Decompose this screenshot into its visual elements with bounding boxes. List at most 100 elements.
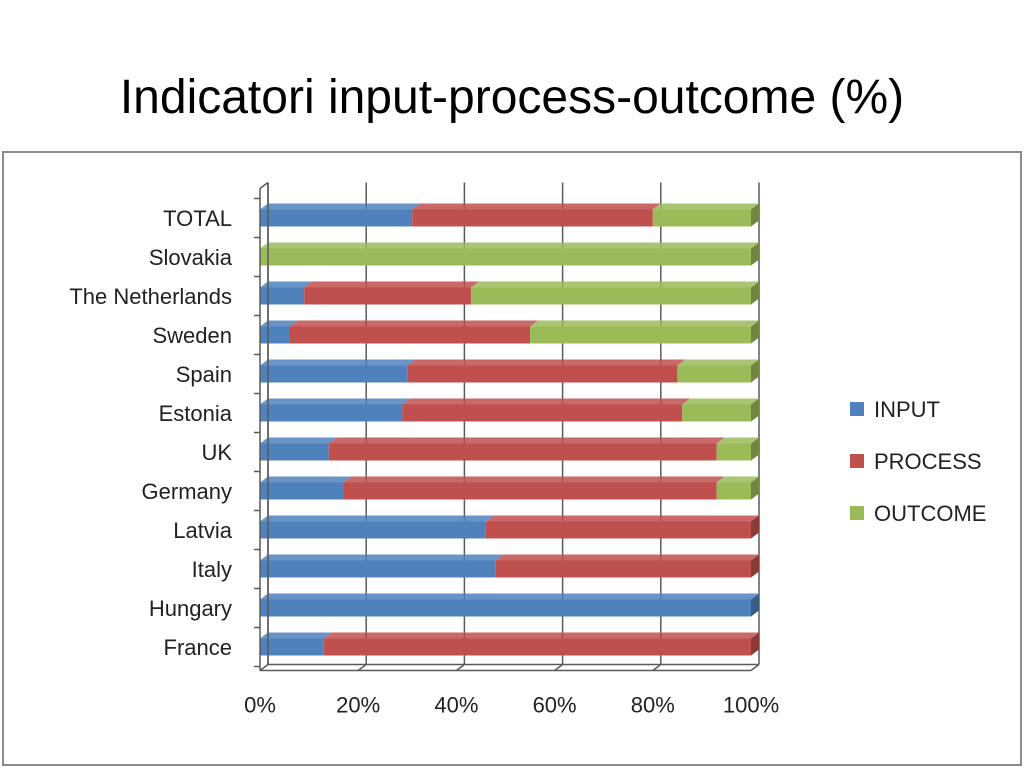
bar-spain-process (407, 359, 686, 383)
x-tick-label-2: 40% (434, 693, 478, 718)
bar-front-face (260, 248, 751, 266)
chart-frame: TOTAL Slovakia The Netherlands Sweden Spain E… (2, 151, 1022, 766)
bar-uk-process (328, 437, 725, 461)
bar-france-process (323, 632, 759, 656)
bar-front-face (677, 365, 751, 383)
legend-swatch-outcome (850, 506, 864, 520)
bar-side-face (751, 554, 759, 578)
y-axis-top-edge (259, 181, 269, 190)
category-label-germany: Germany (142, 479, 232, 504)
bar-front-face (323, 638, 751, 656)
bar-top-face (260, 593, 759, 600)
bar-top-face (260, 398, 411, 405)
bar-front-face (260, 482, 344, 500)
legend-label-input: INPUT (874, 397, 940, 422)
chart-bars (260, 203, 759, 656)
bar-side-face (751, 476, 759, 500)
bar-germany-process (343, 476, 725, 500)
category-label-total: TOTAL (163, 206, 232, 231)
bar-top-face (495, 554, 759, 561)
legend-item-outcome: OUTCOME (850, 501, 986, 526)
category-labels: TOTAL Slovakia The Netherlands Sweden Spain E… (69, 206, 232, 660)
gridline-floor-4 (652, 663, 662, 672)
bar-front-face (304, 287, 472, 305)
bar-sweden-process (289, 320, 539, 344)
gridline-floor-1 (357, 663, 367, 672)
bar-top-face (328, 437, 725, 444)
bar-top-face (260, 320, 298, 327)
bar-side-face (751, 203, 759, 227)
bar-top-face (260, 281, 313, 288)
bar-front-face (289, 326, 531, 344)
bar-front-face (530, 326, 751, 344)
bar-top-face (485, 515, 759, 522)
x-tick-label-3: 60% (533, 693, 577, 718)
legend-label-process: PROCESS (874, 449, 982, 474)
chart-legend: INPUT PROCESS OUTCOME (850, 397, 986, 526)
bar-front-face (328, 443, 717, 461)
bar-top-face (260, 476, 352, 483)
bar-estonia-outcome (682, 398, 759, 422)
bar-top-face (323, 632, 759, 639)
bar-front-face (260, 521, 486, 539)
bar-germany-input (260, 476, 352, 500)
category-label-hungary: Hungary (149, 596, 232, 621)
bar-top-face (260, 554, 504, 561)
bar-front-face (260, 404, 403, 422)
bar-estonia-input (260, 398, 411, 422)
bar-top-face (716, 437, 759, 444)
gridline-floor-0 (259, 663, 269, 672)
bar-front-face (260, 599, 751, 617)
bar-top-face (402, 398, 691, 405)
chart-axes (254, 181, 759, 672)
x-tick-labels: 0% 20% 40% 60% 80% 100% (244, 693, 779, 718)
bar-top-face (260, 203, 421, 210)
x-tick-label-4: 80% (631, 693, 675, 718)
bar-italy-input (260, 554, 504, 578)
bar-front-face (652, 209, 751, 227)
bar-front-face (682, 404, 751, 422)
category-label-the-netherlands: The Netherlands (69, 284, 232, 309)
bar-side-face (751, 320, 759, 344)
bar-front-face (485, 521, 751, 539)
bar-front-face (260, 209, 413, 227)
bar-side-face (751, 515, 759, 539)
bar-top-face (677, 359, 759, 366)
bar-front-face (495, 560, 751, 578)
bar-front-face (260, 560, 496, 578)
bar-top-face (260, 437, 337, 444)
bar-top-face (260, 515, 494, 522)
bar-side-face (751, 359, 759, 383)
bar-front-face (343, 482, 717, 500)
category-label-estonia: Estonia (159, 401, 233, 426)
gridline-floor-5 (750, 663, 760, 672)
bar-side-face (751, 437, 759, 461)
bar-top-face (407, 359, 686, 366)
bar-top-face (716, 476, 759, 483)
legend-label-outcome: OUTCOME (874, 501, 986, 526)
bar-total-outcome (652, 203, 759, 227)
bar-front-face (260, 638, 324, 656)
category-label-latvia: Latvia (173, 518, 232, 543)
bar-front-face (260, 326, 290, 344)
bar-front-face (260, 365, 408, 383)
stacked-bar-chart: TOTAL Slovakia The Netherlands Sweden Spain E… (69, 181, 986, 718)
bar-france-input (260, 632, 332, 656)
x-tick-label-1: 20% (336, 693, 380, 718)
bar-top-face (260, 242, 759, 249)
category-label-france: France (164, 635, 232, 660)
category-label-slovakia: Slovakia (149, 245, 233, 270)
bar-germany-outcome (716, 476, 759, 500)
bar-the-netherlands-input (260, 281, 313, 305)
bar-top-face (343, 476, 725, 483)
bar-uk-outcome (716, 437, 759, 461)
gridline-floor-3 (554, 663, 564, 672)
bar-latvia-input (260, 515, 494, 539)
bar-front-face (471, 287, 751, 305)
bar-front-face (260, 443, 329, 461)
bar-latvia-process (485, 515, 759, 539)
legend-item-process: PROCESS (850, 449, 982, 474)
bar-front-face (716, 482, 751, 500)
bar-top-face (471, 281, 759, 288)
bar-the-netherlands-outcome (471, 281, 759, 305)
